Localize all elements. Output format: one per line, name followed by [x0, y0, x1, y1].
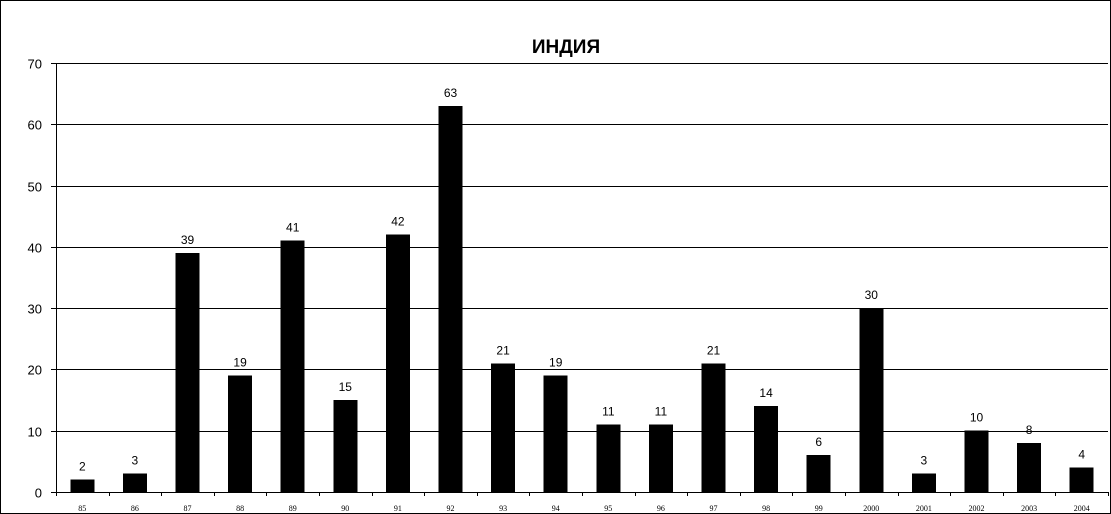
bar: [333, 400, 358, 492]
y-tick-label: 10: [28, 425, 42, 440]
x-tick-label: 87: [184, 504, 192, 513]
x-tick-label: 95: [604, 504, 612, 513]
bar: [175, 252, 200, 492]
bar: [122, 473, 147, 492]
bar: [911, 473, 936, 492]
bar: [438, 105, 463, 493]
bars: [70, 105, 1094, 493]
data-label: 39: [181, 233, 195, 247]
x-tick-label: 2003: [1021, 504, 1037, 513]
bar: [543, 375, 568, 492]
x-tick-label: 2000: [863, 504, 879, 513]
x-tick-label: 96: [657, 504, 665, 513]
bar: [491, 363, 516, 492]
data-label: 3: [921, 454, 928, 468]
x-tick-label: 93: [499, 504, 507, 513]
x-tick-label: 98: [762, 504, 770, 513]
bar: [859, 308, 884, 492]
data-label: 19: [549, 356, 563, 370]
chart-title: ИНДИЯ: [532, 37, 600, 58]
data-label: 11: [602, 405, 615, 419]
data-labels: 2 3 39 19 41 15 42 63 21 19 11 11 21 14 6 30 3 10 8 4: [79, 86, 1085, 474]
bar: [280, 240, 305, 492]
data-label: 11: [655, 405, 668, 419]
data-label: 3: [132, 454, 139, 468]
bar: [385, 234, 410, 492]
x-tick-label: 90: [341, 504, 349, 513]
bar: [1017, 442, 1042, 492]
data-label: 21: [707, 343, 721, 357]
bar: [754, 406, 779, 492]
y-tick-label: 60: [28, 118, 42, 133]
y-tick-label: 20: [28, 363, 42, 378]
x-tick-label: 85: [78, 504, 86, 513]
data-label: 8: [1026, 423, 1033, 437]
y-tick-label: 50: [28, 180, 42, 195]
x-axis: 85 86 87 88 89 90 91 92 93 94 95 96 97 98 99 2000 2001 20…: [56, 492, 1109, 513]
x-tick-label: 99: [815, 504, 823, 513]
x-tick-label: 2001: [916, 504, 932, 513]
x-tick-label: 91: [394, 504, 402, 513]
y-tick-label: 30: [28, 302, 42, 317]
data-label: 6: [815, 435, 822, 449]
bar: [701, 363, 726, 492]
bar: [806, 455, 831, 492]
data-label: 41: [286, 221, 300, 235]
x-tick-label: 97: [710, 504, 718, 513]
data-label: 30: [865, 288, 879, 302]
bar: [964, 430, 989, 492]
bar: [1069, 467, 1094, 492]
x-tick-label: 94: [552, 504, 560, 513]
bar: [70, 479, 95, 492]
x-tick-label: 88: [236, 504, 244, 513]
data-label: 10: [970, 411, 984, 425]
data-label: 2: [79, 460, 86, 474]
data-label: 19: [233, 356, 247, 370]
data-label: 4: [1078, 447, 1085, 461]
data-label: 14: [759, 386, 773, 400]
y-tick-label: 40: [28, 241, 42, 256]
x-tick-label: 92: [447, 504, 455, 513]
bar: [596, 424, 621, 492]
y-axis: 0 10 20 30 40 50 60 70: [28, 57, 57, 501]
data-label: 63: [444, 86, 458, 100]
data-label: 21: [496, 343, 510, 357]
data-label: 15: [339, 380, 353, 394]
bar: [648, 424, 673, 492]
x-tick-label: 2004: [1074, 504, 1090, 513]
y-tick-label: 70: [28, 57, 42, 72]
x-tick-label: 2002: [969, 504, 985, 513]
y-tick-label: 0: [35, 486, 42, 501]
bar: [228, 375, 253, 492]
x-tick-label: 89: [289, 504, 297, 513]
data-label: 42: [391, 215, 405, 229]
x-tick-label: 86: [131, 504, 139, 513]
